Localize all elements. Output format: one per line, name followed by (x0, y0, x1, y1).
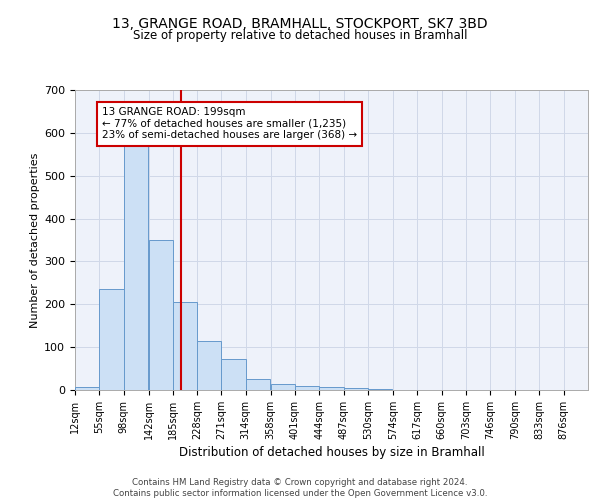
Text: 13 GRANGE ROAD: 199sqm
← 77% of detached houses are smaller (1,235)
23% of semi-: 13 GRANGE ROAD: 199sqm ← 77% of detached… (102, 107, 357, 140)
X-axis label: Distribution of detached houses by size in Bramhall: Distribution of detached houses by size … (179, 446, 484, 459)
Bar (173, 302, 197, 390)
Bar (221, 359, 246, 390)
Bar (124, 137, 148, 390)
Bar (197, 340, 221, 390)
Text: Size of property relative to detached houses in Bramhall: Size of property relative to detached ho… (133, 29, 467, 42)
Bar (75, 386, 100, 390)
Text: Contains HM Land Registry data © Crown copyright and database right 2024.
Contai: Contains HM Land Registry data © Crown c… (113, 478, 487, 498)
Bar (319, 387, 344, 390)
Bar (149, 240, 173, 390)
Bar (271, 384, 295, 390)
Bar (246, 380, 270, 390)
Bar (100, 290, 124, 390)
Y-axis label: Number of detached properties: Number of detached properties (30, 152, 40, 328)
Bar (295, 386, 319, 390)
Text: 13, GRANGE ROAD, BRAMHALL, STOCKPORT, SK7 3BD: 13, GRANGE ROAD, BRAMHALL, STOCKPORT, SK… (112, 18, 488, 32)
Bar (344, 388, 368, 390)
Bar (368, 388, 392, 390)
